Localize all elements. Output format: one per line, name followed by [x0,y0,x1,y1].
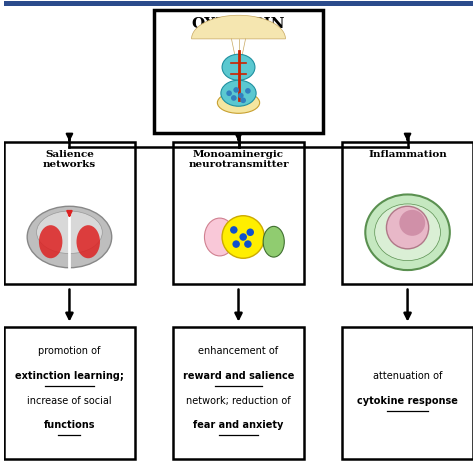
Ellipse shape [76,225,100,258]
Circle shape [246,228,254,236]
Bar [173,327,304,459]
Text: promotion of: promotion of [38,346,100,356]
Ellipse shape [39,225,63,258]
Ellipse shape [399,210,425,236]
Text: Inflammation: Inflammation [368,150,447,159]
Text: Salience
networks: Salience networks [43,150,96,169]
Circle shape [239,233,247,241]
Ellipse shape [218,92,260,113]
Text: cytokine response: cytokine response [357,395,458,406]
Circle shape [245,88,251,94]
Bar [4,143,135,284]
Text: increase of social: increase of social [27,395,112,406]
Circle shape [230,226,237,234]
Text: functions: functions [44,420,95,430]
Text: fear and anxiety: fear and anxiety [193,420,284,430]
Ellipse shape [222,54,255,80]
Circle shape [244,240,252,248]
Ellipse shape [36,211,102,254]
Text: network; reduction of: network; reduction of [186,395,291,406]
Ellipse shape [386,206,428,249]
Text: OXYTOCIN: OXYTOCIN [192,17,285,31]
Text: extinction learning;: extinction learning; [15,371,124,381]
Ellipse shape [365,194,450,270]
Ellipse shape [374,204,440,261]
Circle shape [238,93,244,99]
Ellipse shape [222,216,264,258]
Text: reward and salience: reward and salience [183,371,294,381]
Circle shape [232,240,240,248]
Bar [154,10,323,133]
Bar [342,143,474,284]
Text: enhancement of: enhancement of [199,346,279,356]
Ellipse shape [221,80,256,106]
Ellipse shape [204,218,235,256]
Circle shape [226,91,232,96]
Circle shape [231,95,237,101]
Circle shape [233,87,239,93]
Polygon shape [191,15,285,39]
Bar [173,143,304,284]
Bar [342,327,474,459]
Text: attenuation of: attenuation of [373,371,442,381]
Bar [4,0,474,6]
Text: Monoaminergic
neurotransmitter: Monoaminergic neurotransmitter [188,150,289,169]
Ellipse shape [263,227,284,257]
Bar [4,327,135,459]
Ellipse shape [27,206,112,268]
Circle shape [240,98,246,103]
